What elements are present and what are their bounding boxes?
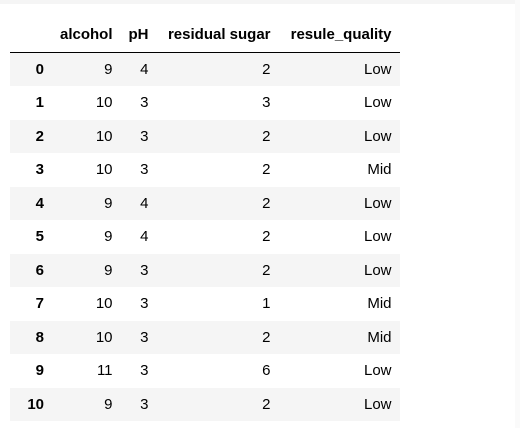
cell-resule-quality: Low: [363, 94, 392, 111]
cell-residual-sugar: 2: [262, 194, 271, 212]
cell-residual-sugar: 2: [262, 127, 271, 145]
table-row: 10 9 3 2 Low: [10, 387, 400, 421]
row-index: 6: [35, 261, 44, 279]
index-header: [10, 18, 52, 53]
cell-resule-quality: Low: [363, 60, 392, 78]
table-row: 8 10 3 2 Mid: [10, 320, 400, 354]
cell-alcohol: 10: [95, 94, 113, 111]
row-index: 0: [35, 60, 44, 78]
cell-residual-sugar: 1: [262, 295, 271, 312]
cell-resule-quality: Low: [363, 395, 392, 413]
table-row: 9 11 3 6 Low: [10, 354, 400, 388]
row-index: 9: [35, 362, 44, 379]
cell-residual-sugar: 2: [262, 395, 271, 413]
cell-alcohol: 10: [95, 295, 113, 312]
cell-residual-sugar: 2: [262, 228, 271, 245]
column-header-residual-sugar: residual sugar: [156, 18, 279, 53]
table-header: alcohol pH residual sugar resule_quality: [10, 18, 400, 53]
cell-resule-quality: Low: [363, 228, 392, 245]
row-index: 5: [35, 228, 44, 245]
cell-ph: 3: [140, 127, 149, 145]
row-index: 8: [35, 328, 44, 346]
cell-residual-sugar: 2: [262, 261, 271, 279]
cell-top-border: [0, 0, 520, 4]
row-index: 10: [27, 395, 44, 413]
row-index: 4: [35, 194, 44, 212]
cell-resule-quality: Low: [363, 362, 392, 379]
table-row: 5 9 4 2 Low: [10, 220, 400, 254]
cell-resule-quality: Mid: [367, 161, 392, 178]
cell-ph: 3: [140, 295, 149, 312]
table-row: 0 9 4 2 Low: [10, 52, 400, 86]
table-body: 0 9 4 2 Low 1 10 3 3 Low 2 10 3 2 Low 3 …: [10, 52, 400, 421]
cell-residual-sugar: 2: [262, 161, 271, 178]
output-scroll-edge: [515, 0, 520, 428]
cell-residual-sugar: 2: [262, 328, 271, 346]
table-row: 7 10 3 1 Mid: [10, 287, 400, 321]
cell-alcohol: 10: [95, 127, 113, 145]
cell-ph: 3: [140, 362, 149, 379]
row-index: 2: [35, 127, 44, 145]
table-row: 6 9 3 2 Low: [10, 253, 400, 287]
cell-alcohol: 10: [95, 328, 113, 346]
cell-ph: 3: [140, 94, 149, 111]
row-index: 1: [35, 94, 44, 111]
table-row: 1 10 3 3 Low: [10, 86, 400, 120]
row-index: 7: [35, 295, 44, 312]
table-row: 4 9 4 2 Low: [10, 186, 400, 220]
cell-ph: 4: [140, 228, 149, 245]
cell-residual-sugar: 6: [262, 362, 271, 379]
dataframe-table: alcohol pH residual sugar resule_quality…: [10, 18, 400, 421]
cell-ph: 3: [140, 161, 149, 178]
cell-ph: 3: [140, 261, 149, 279]
table-row: 3 10 3 2 Mid: [10, 153, 400, 187]
table-row: 2 10 3 2 Low: [10, 119, 400, 153]
cell-alcohol: 11: [96, 362, 113, 379]
cell-ph: 4: [140, 60, 149, 78]
cell-residual-sugar: 2: [262, 60, 271, 78]
header-row: alcohol pH residual sugar resule_quality: [10, 18, 400, 53]
cell-alcohol: 9: [104, 395, 113, 413]
cell-residual-sugar: 3: [262, 94, 271, 111]
cell-ph: 4: [140, 194, 149, 212]
cell-resule-quality: Mid: [367, 328, 392, 346]
cell-resule-quality: Mid: [367, 295, 392, 312]
cell-alcohol: 10: [95, 161, 113, 178]
cell-ph: 3: [140, 395, 149, 413]
cell-alcohol: 9: [104, 60, 113, 78]
cell-alcohol: 9: [104, 261, 113, 279]
cell-alcohol: 9: [104, 228, 113, 245]
cell-resule-quality: Low: [363, 261, 392, 279]
cell-alcohol: 9: [104, 194, 113, 212]
row-index: 3: [35, 161, 44, 178]
column-header-ph: pH: [120, 18, 157, 53]
column-header-alcohol: alcohol: [52, 18, 121, 53]
cell-ph: 3: [140, 328, 149, 346]
cell-resule-quality: Low: [363, 127, 392, 145]
cell-resule-quality: Low: [363, 194, 392, 212]
column-header-resule-quality: resule_quality: [278, 18, 400, 53]
